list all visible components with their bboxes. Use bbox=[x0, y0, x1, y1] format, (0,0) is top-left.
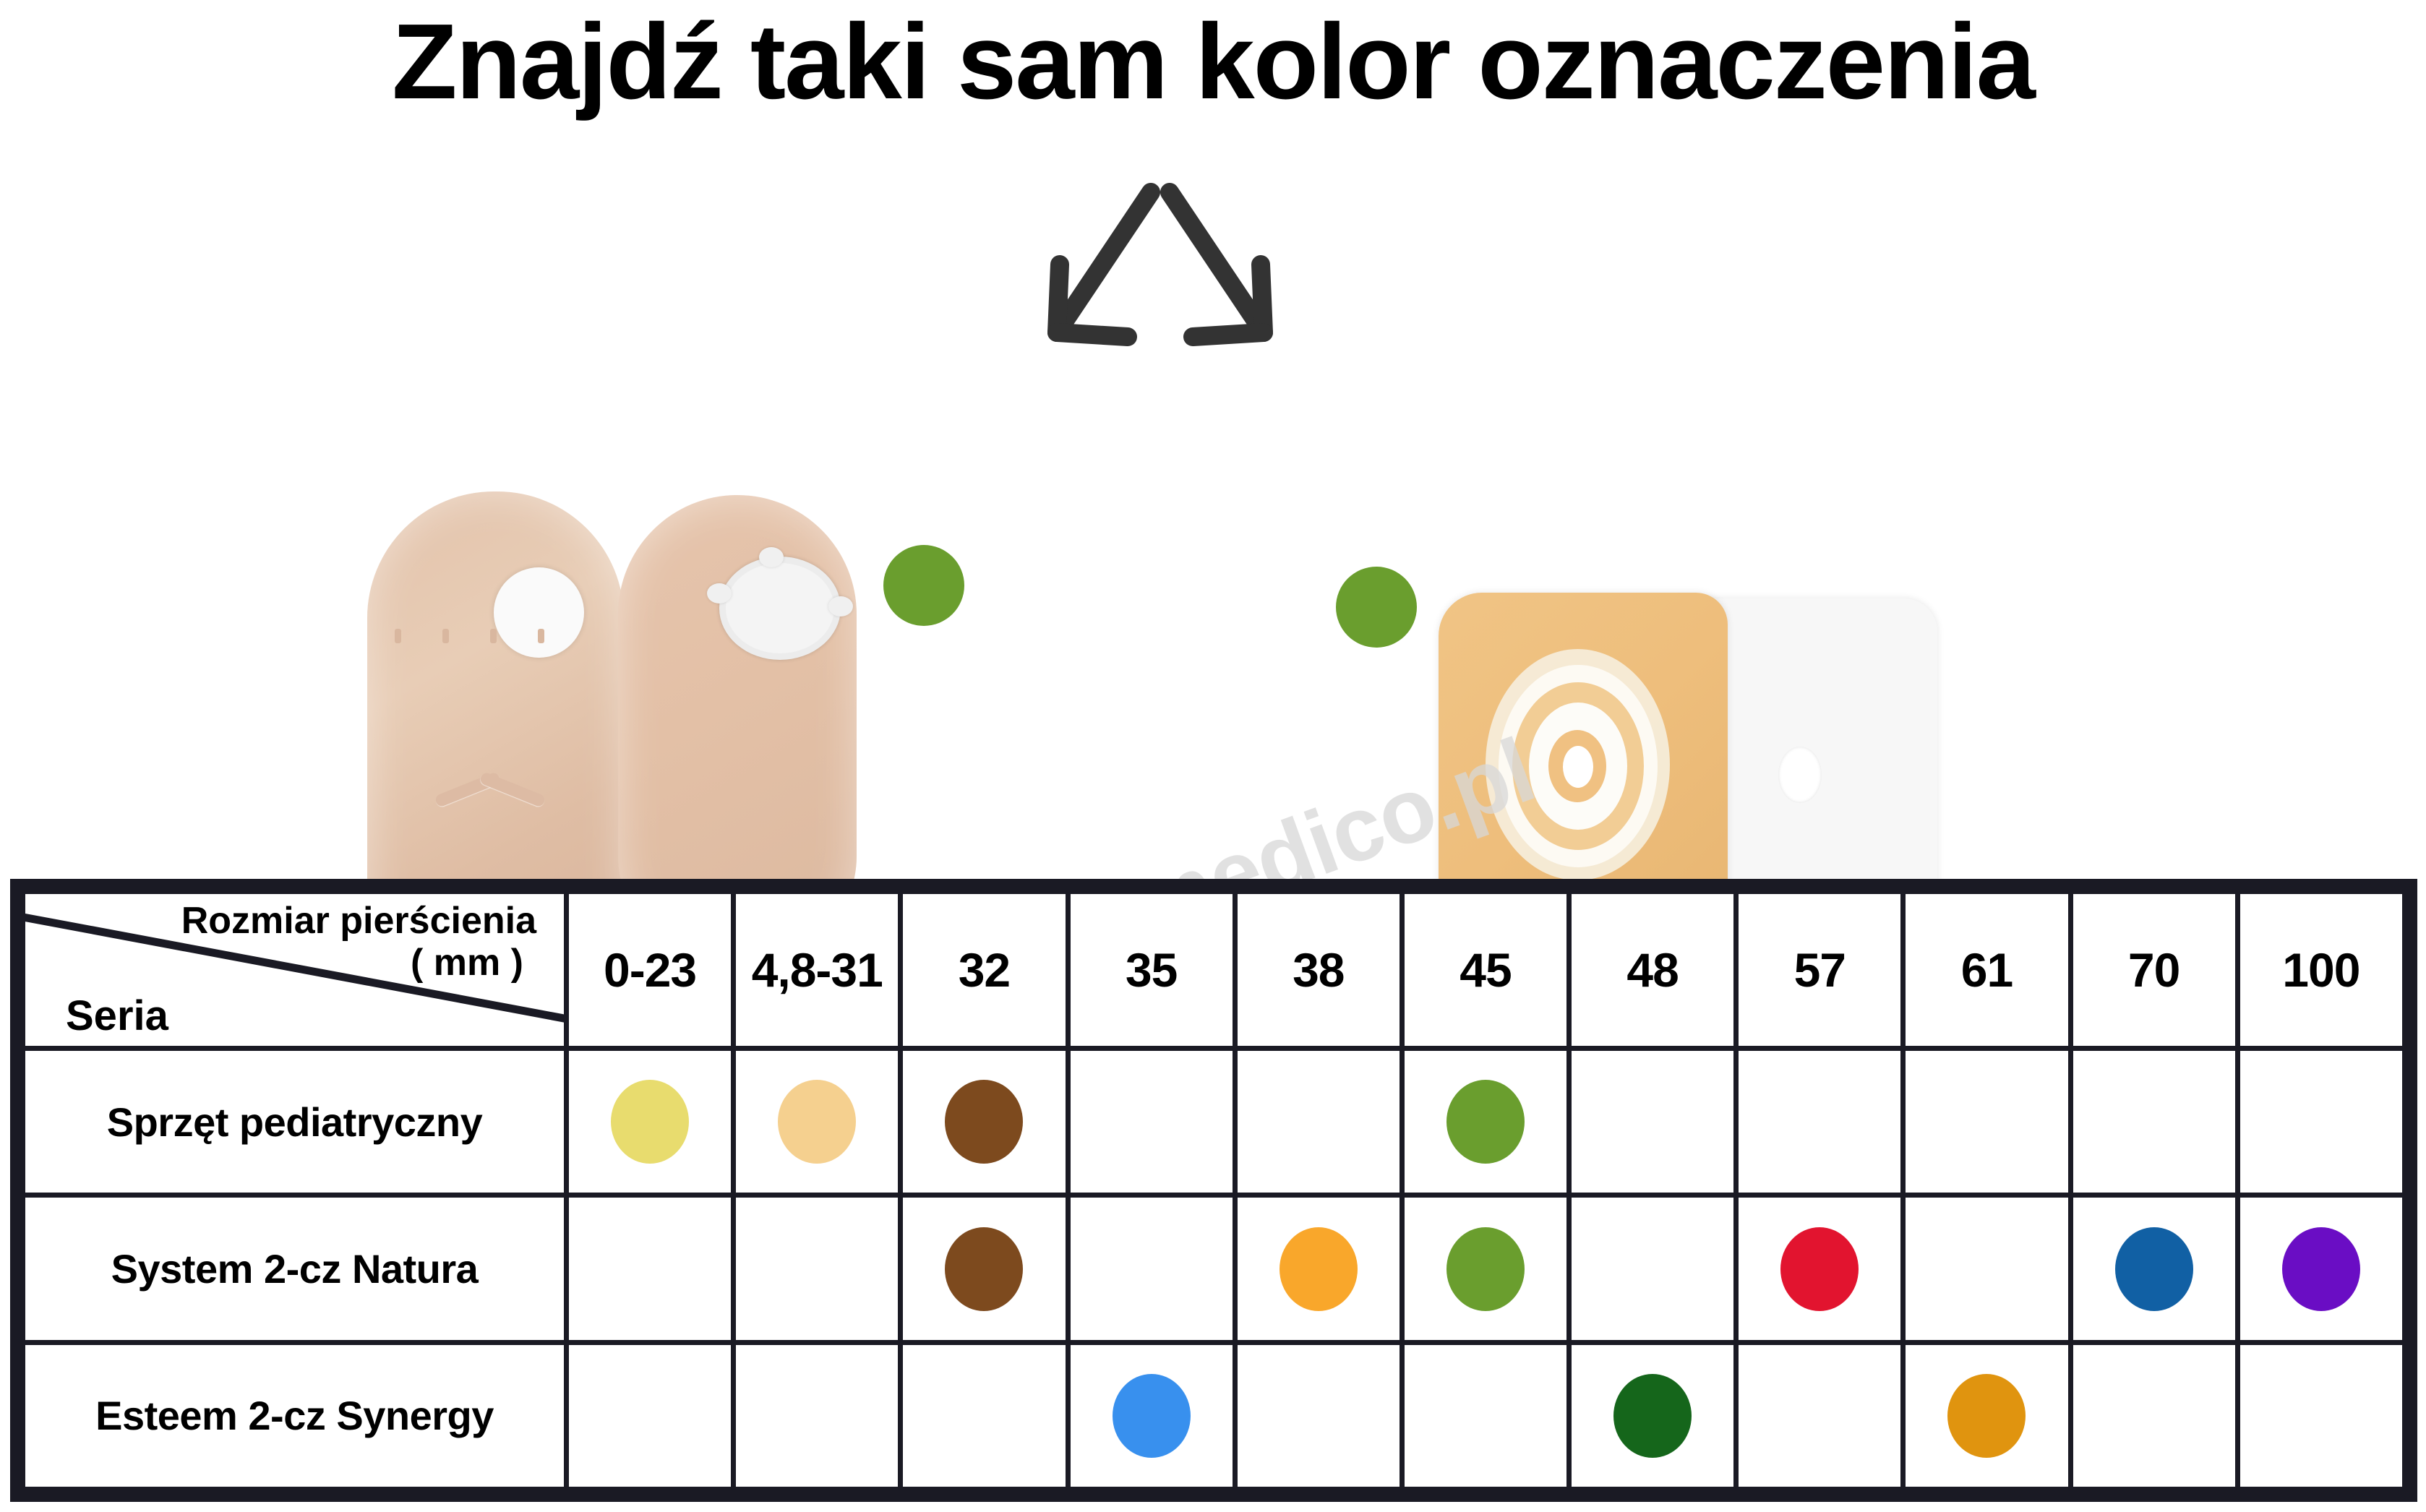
cell-r1-c1 bbox=[736, 1198, 899, 1340]
cell-r2-c3 bbox=[1070, 1344, 1233, 1487]
cell-r0-c9 bbox=[2073, 1051, 2235, 1193]
column-header-1: 4,8-31 bbox=[736, 894, 899, 1047]
cell-r1-c4 bbox=[1237, 1198, 1400, 1340]
cell-r1-c2 bbox=[903, 1198, 1066, 1340]
corner-top-line2: ( mm ) bbox=[411, 942, 523, 984]
cell-r2-c5 bbox=[1404, 1344, 1567, 1487]
cell-r2-c2 bbox=[903, 1344, 1066, 1487]
arrow-pair-icon bbox=[1047, 183, 1273, 346]
wafer-stoma-hole bbox=[1563, 746, 1593, 788]
wafer-backing-hole bbox=[1778, 747, 1822, 803]
cell-r0-c1 bbox=[736, 1051, 899, 1193]
cell-r2-c7 bbox=[1739, 1344, 1901, 1487]
table-corner-cell: Rozmiar pierścienia ( mm ) Seria bbox=[25, 894, 564, 1047]
column-header-9: 70 bbox=[2073, 894, 2235, 1047]
column-header-6: 48 bbox=[1572, 894, 1734, 1047]
column-header-8: 61 bbox=[1906, 894, 2068, 1047]
cell-r2-c6 bbox=[1572, 1344, 1734, 1487]
hero-illustration: Ortomedico.pl bbox=[0, 166, 2426, 1028]
cell-r1-c10 bbox=[2239, 1198, 2402, 1340]
column-header-2: 32 bbox=[903, 894, 1066, 1047]
cell-r1-c8 bbox=[1906, 1198, 2068, 1340]
hero-marker-dot-right bbox=[1336, 567, 1417, 648]
column-header-4: 38 bbox=[1237, 894, 1400, 1047]
pouch-tick-marks bbox=[395, 629, 554, 643]
column-header-7: 57 bbox=[1739, 894, 1901, 1047]
pouch-opening bbox=[494, 567, 584, 658]
page-title: Znajdź taki sam kolor oznaczenia bbox=[392, 2, 2036, 121]
cell-r0-c8 bbox=[1906, 1051, 2068, 1193]
cell-r1-c9 bbox=[2073, 1198, 2235, 1340]
table-row: Esteem 2-cz Synergy bbox=[25, 1344, 2402, 1487]
cell-r1-c7 bbox=[1739, 1198, 1901, 1340]
cell-r2-c10 bbox=[2239, 1344, 2402, 1487]
cell-r2-c8 bbox=[1906, 1344, 2068, 1487]
guide-arrows bbox=[990, 179, 1330, 389]
row-header-2: Esteem 2-cz Synergy bbox=[25, 1344, 564, 1487]
size-color-table: Rozmiar pierścienia ( mm ) Seria 0-23 4,… bbox=[10, 879, 2417, 1502]
column-header-5: 45 bbox=[1404, 894, 1567, 1047]
cell-r0-c5 bbox=[1404, 1051, 1567, 1193]
cell-r0-c3 bbox=[1070, 1051, 1233, 1193]
cell-r0-c10 bbox=[2239, 1051, 2402, 1193]
column-header-10: 100 bbox=[2239, 894, 2402, 1047]
pouch-coupling-flange bbox=[707, 547, 853, 660]
corner-top-line1: Rozmiar pierścienia bbox=[181, 900, 536, 942]
cell-r2-c9 bbox=[2073, 1344, 2235, 1487]
cell-r2-c1 bbox=[736, 1344, 899, 1487]
table-row: System 2-cz Natura bbox=[25, 1198, 2402, 1340]
cell-r0-c0 bbox=[569, 1051, 732, 1193]
table-header-row: Rozmiar pierścienia ( mm ) Seria 0-23 4,… bbox=[25, 894, 2402, 1047]
row-header-1: System 2-cz Natura bbox=[25, 1198, 564, 1340]
cell-r2-c0 bbox=[569, 1344, 732, 1487]
cell-r2-c4 bbox=[1237, 1344, 1400, 1487]
row-header-0: Sprzęt pediatryczny bbox=[25, 1051, 564, 1193]
wafer-adhesive-pad bbox=[1439, 593, 1728, 932]
cell-r0-c7 bbox=[1739, 1051, 1901, 1193]
skin-barrier-wafer bbox=[1439, 593, 1945, 947]
table-row: Sprzęt pediatryczny bbox=[25, 1051, 2402, 1193]
pouch-chevron-emboss bbox=[434, 771, 549, 808]
column-header-0: 0-23 bbox=[569, 894, 732, 1047]
cell-r1-c3 bbox=[1070, 1198, 1233, 1340]
hero-marker-dot-left bbox=[883, 545, 964, 626]
cell-r1-c6 bbox=[1572, 1198, 1734, 1340]
column-header-3: 35 bbox=[1070, 894, 1233, 1047]
cell-r0-c6 bbox=[1572, 1051, 1734, 1193]
corner-bottom-label: Seria bbox=[66, 992, 168, 1040]
cell-r1-c0 bbox=[569, 1198, 732, 1340]
cell-r1-c5 bbox=[1404, 1198, 1567, 1340]
cell-r0-c4 bbox=[1237, 1051, 1400, 1193]
cell-r0-c2 bbox=[903, 1051, 1066, 1193]
corner-top-label: Rozmiar pierścienia ( mm ) bbox=[74, 900, 536, 984]
